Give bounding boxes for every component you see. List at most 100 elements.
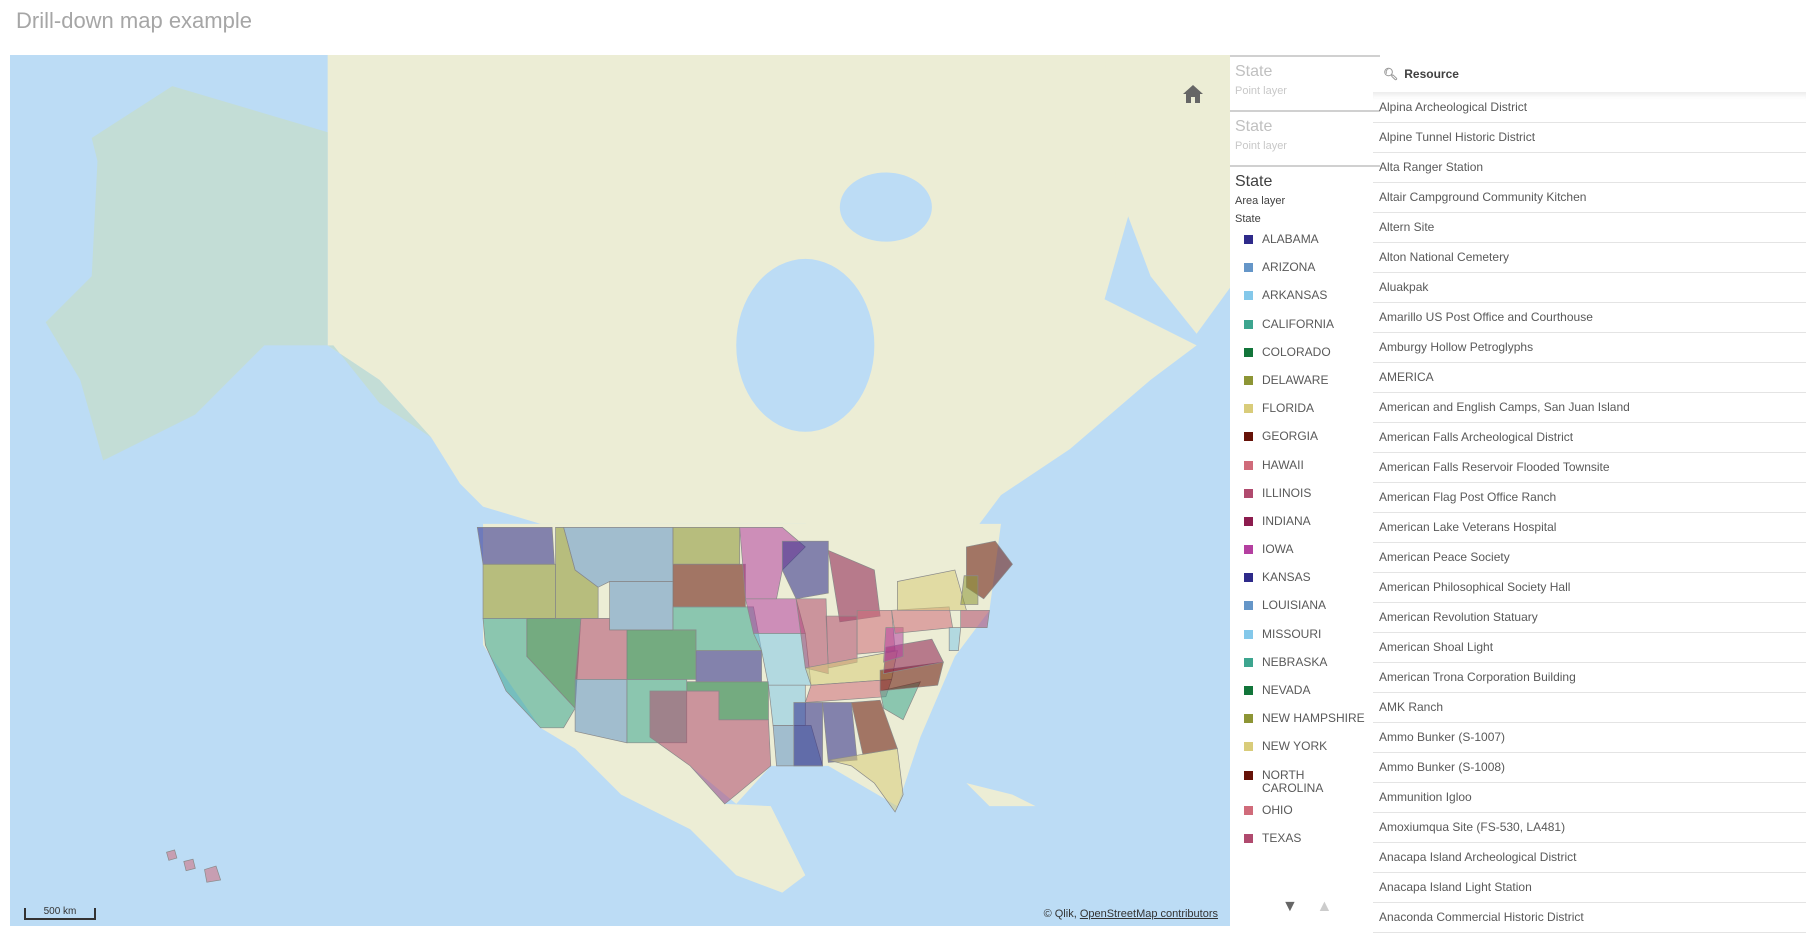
legend-item[interactable]: NORTH CAROLINA — [1230, 767, 1380, 804]
search-icon[interactable]: 🔍︎ — [1383, 66, 1399, 81]
resource-row[interactable]: AMERICA — [1373, 363, 1806, 393]
state-massachusetts[interactable] — [960, 609, 990, 628]
legend-item[interactable]: LOUISIANA — [1230, 599, 1380, 627]
resource-row[interactable]: Alta Ranger Station — [1373, 153, 1806, 183]
resource-row[interactable]: Alpine Tunnel Historic District — [1373, 123, 1806, 153]
legend-swatch — [1244, 545, 1253, 555]
map-view[interactable]: 500 km © Qlik, OpenStreetMap contributor… — [10, 55, 1230, 926]
state-florida[interactable] — [828, 748, 904, 813]
legend-label: IOWA — [1262, 542, 1294, 557]
state-hawaii-2[interactable] — [183, 858, 196, 872]
home-icon[interactable] — [1182, 83, 1204, 105]
resource-row[interactable]: American Flag Post Office Ranch — [1373, 483, 1806, 513]
resource-row[interactable]: American and English Camps, San Juan Isl… — [1373, 393, 1806, 423]
legend-swatch — [1244, 375, 1253, 385]
resource-row[interactable]: Anacapa Island Archeological District — [1373, 843, 1806, 873]
resource-row[interactable]: American Philosophical Society Hall — [1373, 573, 1806, 603]
map-legend: State Point layer State Point layer Stat… — [1230, 55, 1380, 926]
legend-item[interactable]: ARIZONA — [1230, 261, 1380, 289]
legend-layer-3[interactable]: State Area layer — [1230, 165, 1380, 207]
resource-rows: Alpina Archeological District Alpine Tunn… — [1373, 92, 1806, 933]
state-north-dakota[interactable] — [672, 527, 741, 565]
resource-row[interactable]: American Shoal Light — [1373, 633, 1806, 663]
resource-row[interactable]: Altair Campground Community Kitchen — [1373, 183, 1806, 213]
resource-row[interactable]: Ammunition Igloo — [1373, 783, 1806, 813]
state-new-hampshire[interactable] — [960, 575, 979, 605]
legend-item[interactable]: IOWA — [1230, 543, 1380, 571]
resource-row[interactable]: Aluakpak — [1373, 273, 1806, 303]
legend-item[interactable]: DELAWARE — [1230, 373, 1380, 402]
osm-link[interactable]: OpenStreetMap contributors — [1079, 908, 1218, 920]
resource-row[interactable]: American Peace Society — [1373, 543, 1806, 573]
state-oregon[interactable] — [482, 563, 556, 619]
state-kansas[interactable] — [695, 650, 762, 683]
resource-row[interactable]: Altern Site — [1373, 213, 1806, 243]
legend-swatch — [1244, 714, 1253, 724]
resource-row[interactable]: Alpina Archeological District — [1373, 93, 1806, 123]
resource-row[interactable]: American Revolution Statuary — [1373, 603, 1806, 633]
greenland-land — [1104, 55, 1230, 334]
legend-item[interactable]: GEORGIA — [1230, 430, 1380, 458]
legend-item[interactable]: MISSOURI — [1230, 627, 1380, 656]
state-hawaii-1[interactable] — [166, 849, 178, 861]
scroll-up-icon[interactable]: ▲ — [1316, 898, 1333, 915]
legend-item[interactable]: ARKANSAS — [1230, 289, 1380, 317]
resource-header[interactable]: 🔍︎ Resource — [1373, 55, 1806, 92]
legend-layer-1[interactable]: State Point layer — [1230, 55, 1380, 110]
resource-row[interactable]: AMK Ranch — [1373, 693, 1806, 723]
resource-row[interactable]: Amoxiumqua Site (FS-530, LA481) — [1373, 813, 1806, 843]
state-alabama[interactable] — [822, 702, 858, 763]
resource-row[interactable]: American Falls Reservoir Flooded Townsit… — [1373, 453, 1806, 483]
foxe-basin — [839, 172, 932, 242]
resource-row[interactable]: Amarillo US Post Office and Courthouse — [1373, 303, 1806, 333]
state-colorado[interactable] — [626, 629, 697, 680]
resource-row[interactable]: Amburgy Hollow Petroglyphs — [1373, 333, 1806, 363]
legend-item[interactable]: CALIFORNIA — [1230, 317, 1380, 346]
legend-label: NORTH CAROLINA — [1262, 767, 1324, 795]
legend-label: NEW YORK — [1262, 739, 1328, 754]
legend-swatch — [1244, 319, 1253, 329]
state-arizona[interactable] — [574, 679, 628, 744]
legend-items: ALABAMA ARIZONA ARKANSAS CALIFORNIA COLORADO… — [1230, 233, 1380, 860]
map-attribution: © Qlik, OpenStreetMap contributors — [1044, 908, 1218, 920]
state-hawaii-3[interactable] — [204, 865, 222, 883]
state-washington[interactable] — [476, 527, 555, 565]
resource-row[interactable]: Alton National Cemetery — [1373, 243, 1806, 273]
legend-item[interactable]: KANSAS — [1230, 571, 1380, 599]
legend-item[interactable]: NEBRASKA — [1230, 654, 1380, 684]
resource-row[interactable]: American Trona Corporation Building — [1373, 663, 1806, 693]
legend-label: NEBRASKA — [1262, 654, 1328, 669]
legend-item[interactable]: OHIO — [1230, 802, 1380, 832]
legend-item[interactable]: NEW HAMPSHIRE — [1230, 712, 1380, 740]
sheet-title: Drill-down map example — [16, 8, 252, 33]
legend-layer-2[interactable]: State Point layer — [1230, 110, 1380, 165]
resource-row[interactable]: American Lake Veterans Hospital — [1373, 513, 1806, 543]
legend-item[interactable]: ALABAMA — [1230, 233, 1380, 261]
resource-row[interactable]: Anaconda Commercial Historic District — [1373, 903, 1806, 933]
legend-label: OHIO — [1262, 802, 1293, 817]
legend-item[interactable]: HAWAII — [1230, 458, 1380, 487]
legend-item[interactable]: TEXAS — [1230, 831, 1380, 860]
legend-item[interactable]: ILLINOIS — [1230, 486, 1380, 515]
state-texas[interactable] — [649, 690, 772, 805]
state-new-jersey[interactable] — [948, 627, 962, 651]
legend-item[interactable]: FLORIDA — [1230, 402, 1380, 430]
state-wyoming[interactable] — [609, 581, 674, 631]
state-mississippi[interactable] — [793, 702, 823, 767]
legend-item[interactable]: COLORADO — [1230, 345, 1380, 374]
legend-item[interactable]: INDIANA — [1230, 514, 1380, 543]
state-iowa[interactable] — [745, 598, 806, 634]
state-south-dakota[interactable] — [672, 563, 746, 608]
resource-row[interactable]: Anacapa Island Light Station — [1373, 873, 1806, 903]
resource-row[interactable]: Ammo Bunker (S-1008) — [1373, 753, 1806, 783]
legend-item[interactable]: NEW YORK — [1230, 740, 1380, 768]
state-wisconsin[interactable] — [781, 540, 829, 600]
legend-label: LOUISIANA — [1262, 598, 1327, 613]
legend-swatch — [1244, 629, 1253, 639]
resource-row[interactable]: Ammo Bunker (S-1007) — [1373, 723, 1806, 753]
resource-row[interactable]: American Falls Archeological District — [1373, 423, 1806, 453]
scroll-down-icon[interactable]: ▼ — [1282, 898, 1298, 915]
legend-item[interactable]: NEVADA — [1230, 684, 1380, 712]
legend-swatch — [1244, 770, 1253, 780]
map-canvas[interactable] — [10, 55, 1230, 926]
